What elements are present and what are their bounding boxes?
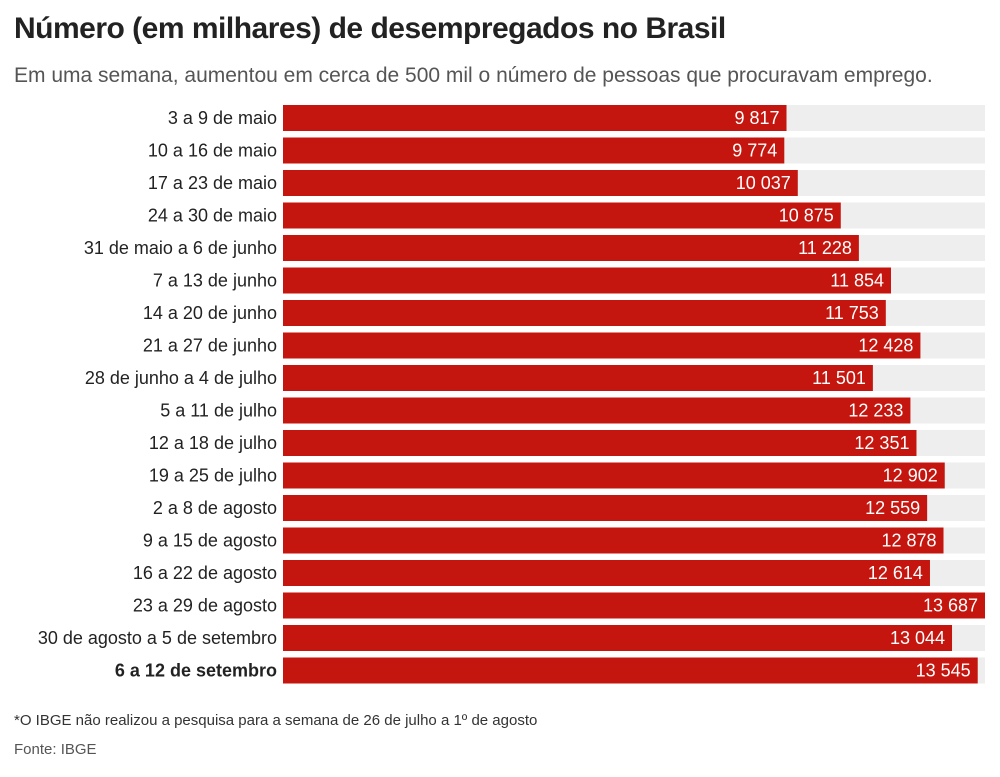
bar — [283, 105, 787, 131]
category-label: 6 a 12 de setembro — [115, 661, 277, 681]
footnote: *O IBGE não realizou a pesquisa para a s… — [14, 712, 538, 729]
category-label: 28 de junho a 4 de julho — [85, 368, 277, 388]
value-label: 13 687 — [923, 596, 978, 616]
value-label: 12 428 — [858, 336, 913, 356]
bar — [283, 527, 944, 554]
value-label: 10 037 — [736, 173, 791, 193]
category-label: 9 a 15 de agosto — [143, 531, 277, 551]
bar — [283, 202, 841, 229]
bar-chart: 3 a 9 de maio 9 817 10 a 16 de maio 9 774 17… — [38, 105, 985, 684]
value-label: 12 351 — [854, 433, 909, 453]
category-label: 5 a 11 de julho — [160, 401, 277, 421]
category-label: 16 a 22 de agosto — [133, 563, 277, 583]
bar — [283, 332, 921, 359]
category-label: 3 a 9 de maio — [168, 108, 277, 128]
bar — [283, 625, 953, 651]
category-label: 12 a 18 de julho — [149, 433, 277, 453]
category-label: 17 a 23 de maio — [148, 173, 277, 193]
value-label: 9 774 — [732, 141, 777, 161]
bar — [283, 397, 911, 424]
bar — [283, 560, 930, 586]
category-label: 31 de maio a 6 de junho — [84, 238, 277, 258]
category-label: 10 a 16 de maio — [148, 141, 277, 161]
category-label: 19 a 25 de julho — [149, 466, 277, 486]
bar — [283, 657, 978, 684]
bar — [283, 365, 873, 391]
value-label: 9 817 — [734, 108, 779, 128]
value-label: 12 233 — [848, 401, 903, 421]
chart-subtitle: Em uma semana, aumentou em cerca de 500 … — [14, 64, 933, 87]
category-label: 30 de agosto a 5 de setembro — [38, 628, 277, 648]
category-label: 2 a 8 de agosto — [153, 498, 277, 518]
chart-title: Número (em milhares) de desempregados no… — [14, 12, 726, 45]
category-label: 21 a 27 de junho — [143, 336, 277, 356]
value-label: 11 501 — [812, 368, 866, 388]
value-label: 12 902 — [883, 466, 938, 486]
source-note: Fonte: IBGE — [14, 741, 97, 758]
bar — [283, 300, 886, 326]
bar — [283, 170, 798, 196]
bar — [283, 495, 928, 521]
value-label: 12 559 — [865, 498, 920, 518]
bar — [283, 592, 985, 619]
bar — [283, 462, 945, 489]
category-label: 7 a 13 de junho — [153, 271, 277, 291]
category-label: 14 a 20 de junho — [143, 303, 277, 323]
value-label: 11 854 — [830, 271, 884, 291]
bar — [283, 267, 891, 294]
value-label: 10 875 — [779, 206, 834, 226]
value-label: 13 545 — [916, 661, 971, 681]
bar — [283, 137, 785, 164]
value-label: 11 753 — [825, 303, 879, 323]
category-label: 24 a 30 de maio — [148, 206, 277, 226]
category-label: 23 a 29 de agosto — [133, 596, 277, 616]
value-label: 13 044 — [890, 628, 945, 648]
bar — [283, 235, 859, 261]
value-label: 12 878 — [881, 531, 936, 551]
value-label: 12 614 — [868, 563, 923, 583]
bar — [283, 430, 917, 456]
value-label: 11 228 — [798, 238, 852, 258]
